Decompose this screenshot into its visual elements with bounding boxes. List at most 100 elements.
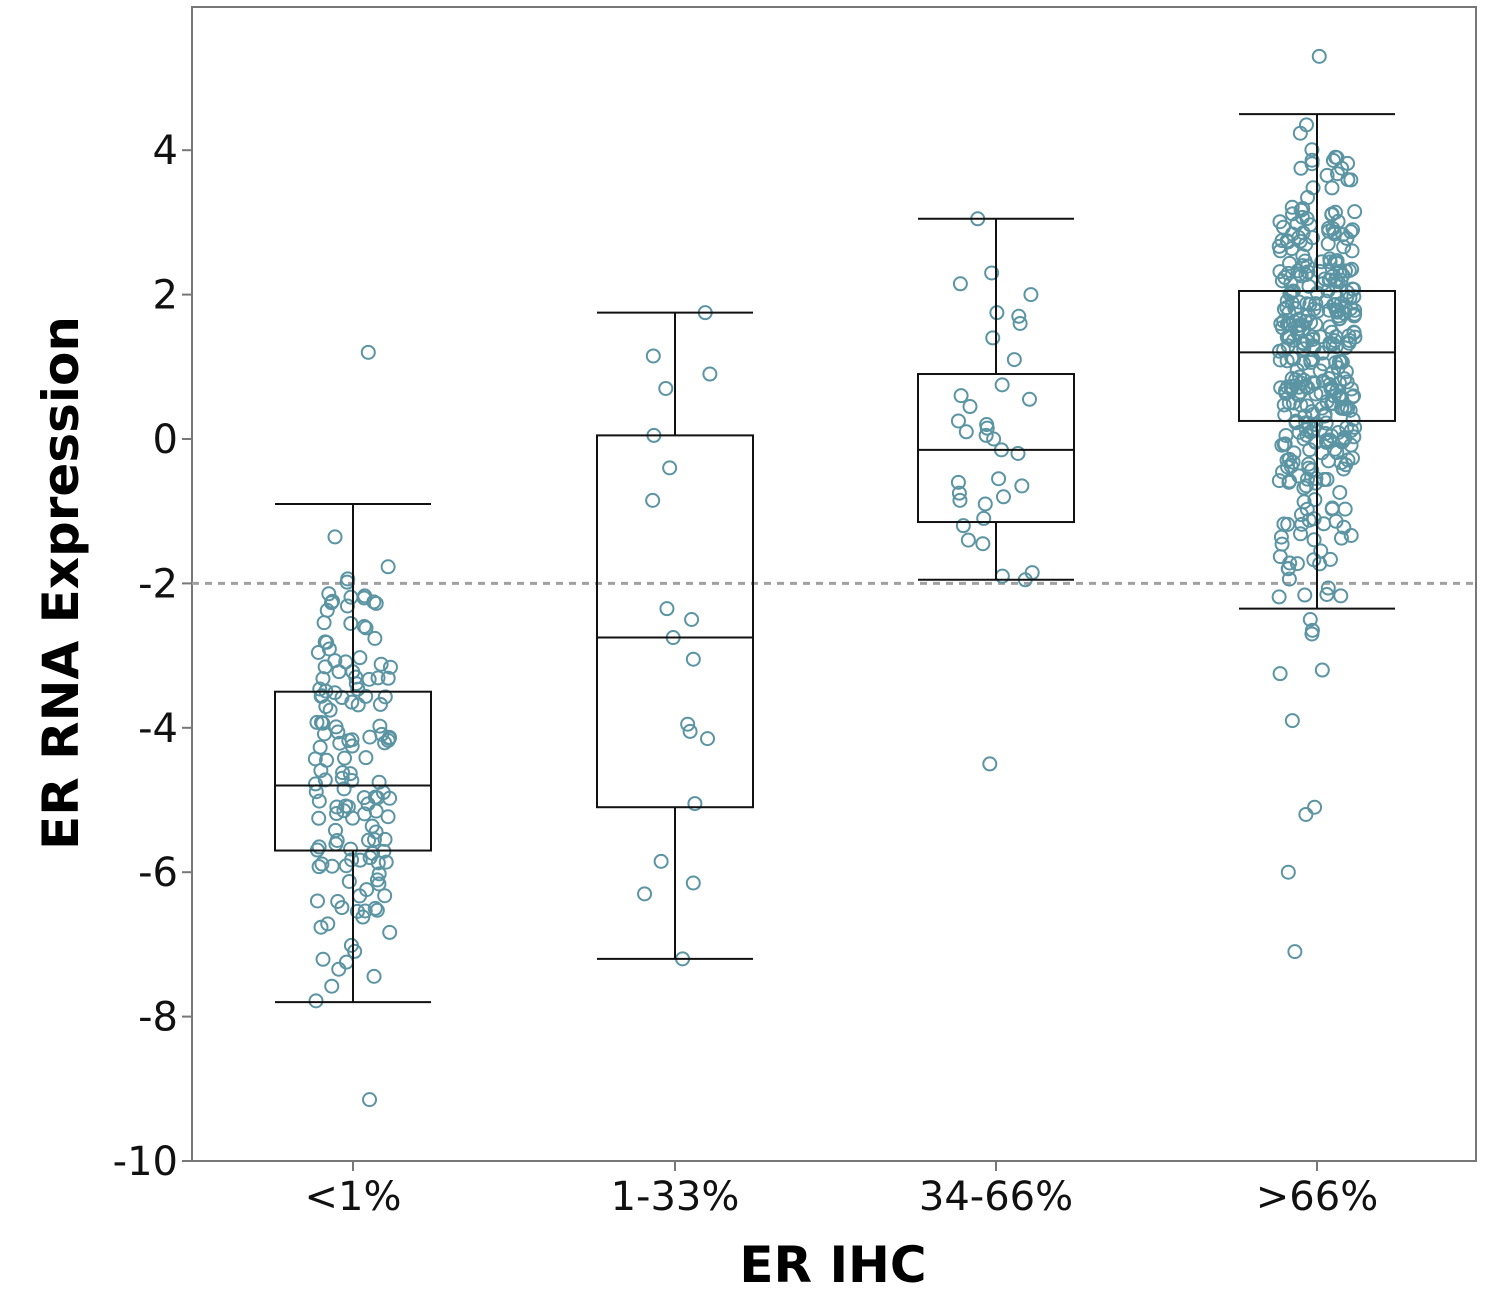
data-point <box>344 694 360 710</box>
data-point <box>380 670 396 686</box>
data-point <box>349 903 365 919</box>
iqr-box <box>274 690 432 852</box>
data-point <box>1284 295 1300 311</box>
data-point <box>1324 207 1340 223</box>
x-tick-label: <1% <box>305 1174 402 1220</box>
data-point <box>1296 480 1312 496</box>
data-point <box>1298 806 1314 822</box>
data-point <box>340 799 356 815</box>
data-point <box>358 620 374 636</box>
data-point <box>1294 516 1310 532</box>
data-point <box>377 888 393 904</box>
data-point <box>1280 560 1296 576</box>
data-point <box>312 681 328 697</box>
data-point <box>1304 156 1320 172</box>
data-point <box>951 485 967 501</box>
data-point <box>356 590 372 606</box>
data-point <box>1319 394 1335 410</box>
data-point <box>685 651 701 667</box>
data-point <box>953 388 969 404</box>
data-point <box>1324 380 1340 396</box>
data-point <box>1293 268 1309 284</box>
data-point <box>1284 713 1300 729</box>
data-point <box>1280 864 1296 880</box>
data-point <box>1289 216 1305 232</box>
data-point <box>359 882 375 898</box>
data-point <box>1333 530 1349 546</box>
data-point <box>982 756 998 772</box>
data-point <box>1344 450 1360 466</box>
data-point <box>1314 662 1330 678</box>
data-point <box>336 803 352 819</box>
data-point <box>329 806 345 822</box>
data-point <box>1291 230 1307 246</box>
data-point <box>1337 299 1353 315</box>
data-point <box>308 993 324 1009</box>
data-point <box>317 634 333 650</box>
data-point <box>331 961 347 977</box>
data-point <box>320 916 336 932</box>
data-point <box>1307 492 1323 508</box>
data-point <box>325 593 341 609</box>
data-point <box>369 902 385 918</box>
data-point <box>1308 471 1324 487</box>
data-point <box>316 726 332 742</box>
data-point <box>1276 313 1292 329</box>
data-point <box>1317 271 1333 287</box>
data-point <box>382 924 398 940</box>
data-point <box>312 739 328 755</box>
data-point <box>1306 511 1322 527</box>
data-point <box>645 348 661 364</box>
data-point <box>1279 452 1295 468</box>
y-tick-label: -2 <box>138 561 178 607</box>
data-point <box>1334 354 1350 370</box>
data-point <box>1306 532 1322 548</box>
x-tick-label: >66% <box>1256 1174 1378 1220</box>
data-point <box>1010 445 1026 461</box>
data-point <box>1295 335 1311 351</box>
data-point <box>1302 612 1318 627</box>
data-point <box>1318 434 1334 450</box>
data-point <box>318 699 334 715</box>
data-point <box>1333 588 1349 604</box>
y-tick-label: 4 <box>153 128 178 174</box>
data-point <box>1012 315 1028 331</box>
data-point <box>1271 343 1287 359</box>
y-tick-label: -6 <box>138 850 178 896</box>
data-point <box>1274 233 1290 249</box>
data-point <box>1319 587 1335 603</box>
data-point <box>1321 220 1337 236</box>
data-point <box>344 738 360 754</box>
data-point <box>1340 172 1356 188</box>
data-point <box>645 492 661 508</box>
data-point <box>377 689 393 705</box>
y-tick-label: -4 <box>138 706 178 752</box>
data-point <box>976 510 992 526</box>
data-point <box>955 518 971 534</box>
data-point <box>702 366 718 382</box>
data-point <box>364 818 380 834</box>
data-point <box>653 853 669 869</box>
data-point <box>1023 287 1039 303</box>
data-point <box>308 776 324 792</box>
data-point <box>340 571 356 587</box>
data-point <box>344 773 360 789</box>
data-point <box>1313 543 1329 559</box>
data-point <box>1343 381 1359 397</box>
data-point <box>378 854 394 870</box>
data-point <box>1287 944 1303 960</box>
data-point <box>361 832 377 848</box>
data-point <box>314 856 330 872</box>
data-point <box>343 937 359 953</box>
data-point <box>1276 437 1292 453</box>
data-point <box>659 601 675 617</box>
data-point <box>1282 255 1298 271</box>
data-point <box>994 377 1010 393</box>
data-point <box>1282 286 1298 302</box>
data-point <box>1281 571 1297 587</box>
data-point <box>977 496 993 512</box>
data-point <box>372 718 388 734</box>
data-point <box>1280 516 1296 532</box>
data-point <box>344 732 360 748</box>
data-point <box>330 893 346 909</box>
